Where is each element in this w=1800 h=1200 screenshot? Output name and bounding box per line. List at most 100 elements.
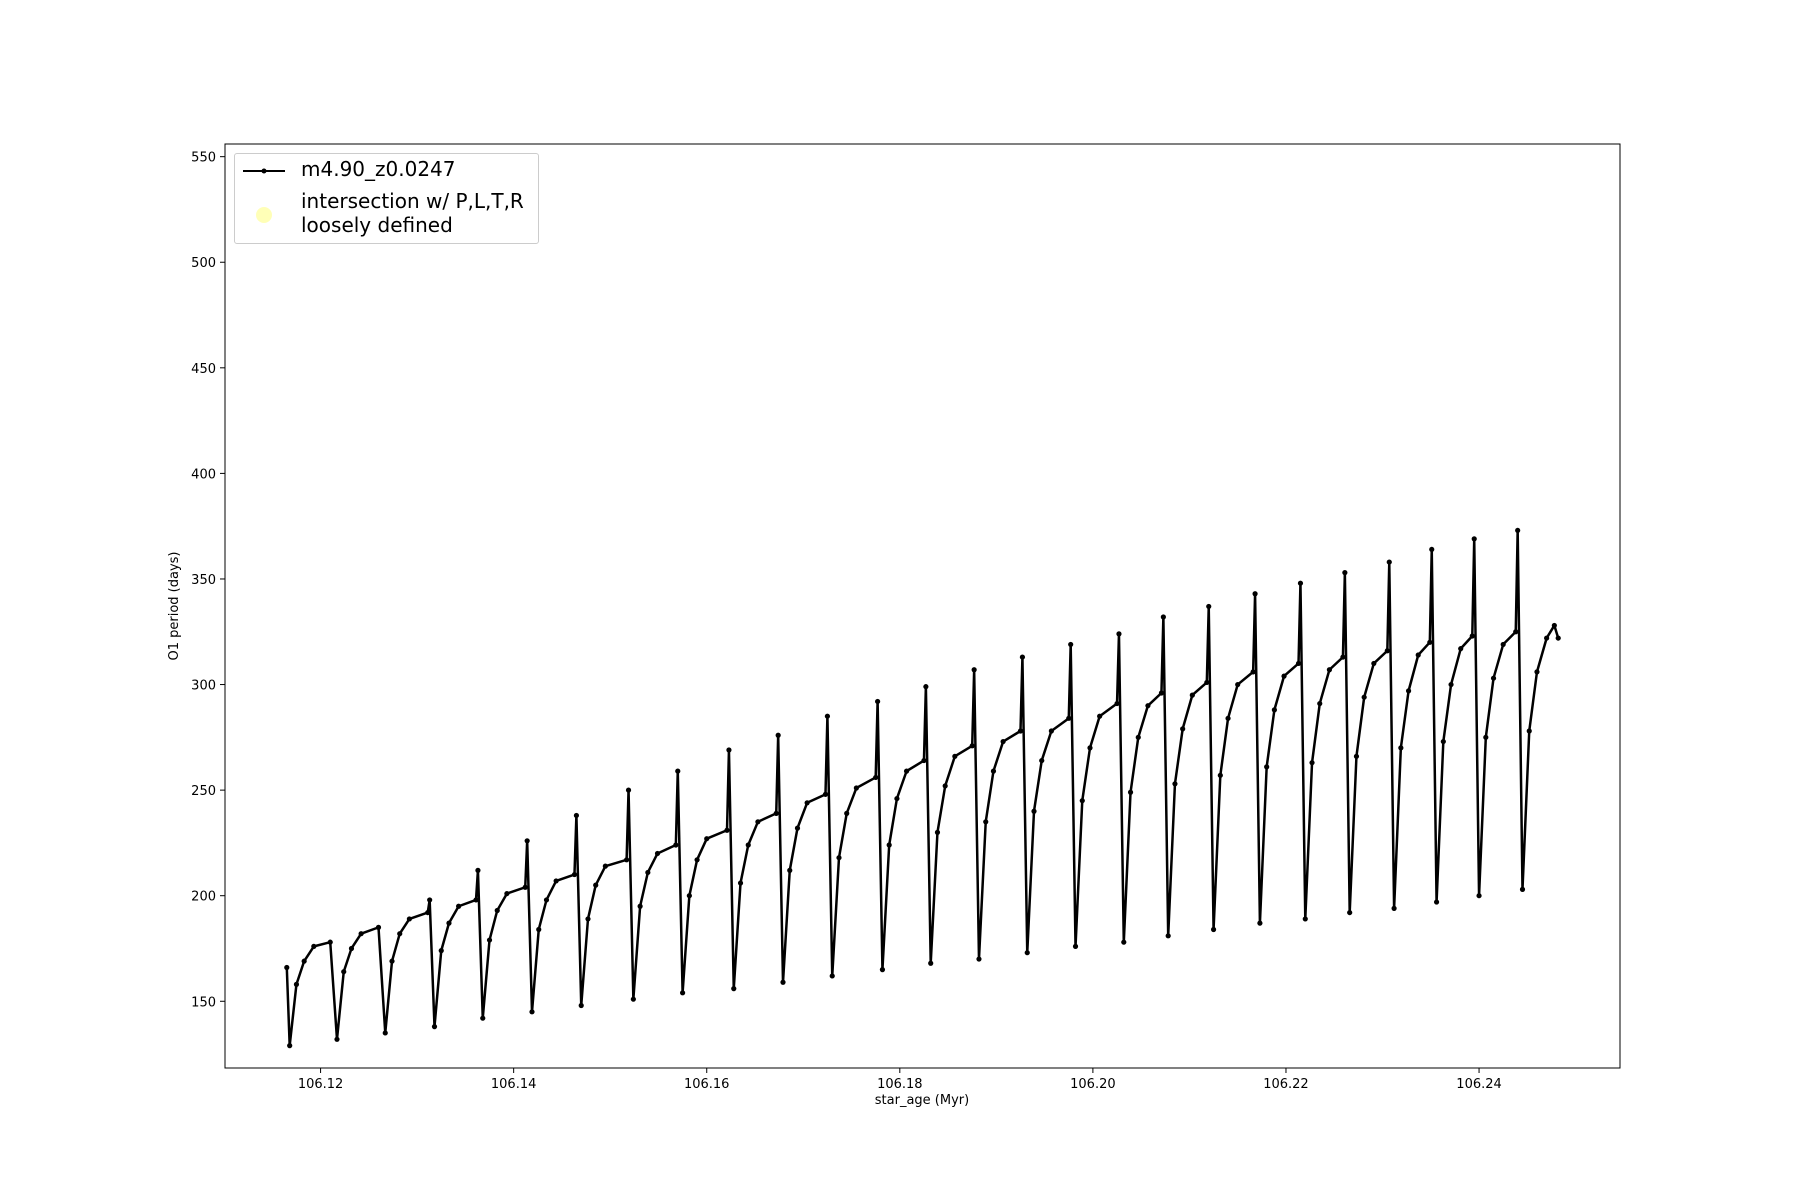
point xyxy=(1116,631,1122,637)
point xyxy=(1440,738,1446,745)
point xyxy=(553,878,559,884)
point xyxy=(1039,757,1045,764)
point xyxy=(473,897,479,903)
point xyxy=(1087,745,1093,751)
point xyxy=(928,960,934,966)
y-tick-label: 150 xyxy=(191,995,216,1010)
series-line xyxy=(285,529,1560,1047)
point xyxy=(1204,679,1210,686)
point xyxy=(952,753,958,759)
point xyxy=(822,791,829,797)
point xyxy=(1295,660,1302,667)
point xyxy=(522,884,528,890)
point xyxy=(1398,745,1404,751)
point xyxy=(1405,688,1412,694)
point xyxy=(1551,622,1557,629)
point xyxy=(886,842,892,848)
point xyxy=(1326,667,1333,673)
x-tick-label: 106.22 xyxy=(1263,1077,1309,1092)
point xyxy=(543,897,550,903)
point xyxy=(773,810,779,816)
point xyxy=(1048,728,1054,734)
point xyxy=(1072,943,1079,949)
point xyxy=(1189,692,1195,698)
point xyxy=(780,979,786,985)
point xyxy=(1097,713,1103,719)
point xyxy=(694,857,700,863)
point xyxy=(1024,950,1030,956)
point xyxy=(942,783,948,789)
point xyxy=(737,880,744,886)
point xyxy=(602,863,608,869)
point xyxy=(1017,728,1024,734)
y-tick-label: 250 xyxy=(191,784,216,799)
point xyxy=(755,819,761,825)
point xyxy=(348,945,355,952)
point xyxy=(1079,798,1085,804)
point xyxy=(1415,652,1421,658)
point xyxy=(983,819,989,825)
point xyxy=(1225,715,1231,721)
point xyxy=(804,800,810,806)
point xyxy=(382,1030,388,1036)
point xyxy=(1172,781,1178,787)
point xyxy=(1490,675,1497,681)
point xyxy=(1158,690,1165,696)
point xyxy=(787,867,793,873)
point xyxy=(287,1043,293,1049)
y-axis-label: O1 period (days) xyxy=(167,551,182,660)
point xyxy=(731,986,737,992)
point xyxy=(425,909,431,916)
point xyxy=(1257,920,1263,926)
point xyxy=(1526,728,1532,734)
point xyxy=(679,990,686,996)
x-tick-label: 106.12 xyxy=(298,1077,344,1092)
point xyxy=(1271,707,1277,713)
point xyxy=(645,869,651,876)
point xyxy=(1302,916,1308,922)
point xyxy=(853,785,859,791)
point xyxy=(1429,546,1435,553)
point xyxy=(1135,734,1141,740)
point xyxy=(1534,669,1540,675)
point xyxy=(879,967,886,973)
point xyxy=(1476,893,1482,899)
point xyxy=(1068,641,1074,648)
point xyxy=(875,698,881,705)
point xyxy=(1427,639,1433,645)
point xyxy=(630,996,636,1002)
point xyxy=(1217,772,1223,778)
point xyxy=(1019,654,1026,660)
y-tick-label: 300 xyxy=(191,679,216,694)
point xyxy=(775,732,781,738)
x-tick-label: 106.16 xyxy=(684,1077,730,1092)
point xyxy=(1114,700,1120,707)
point xyxy=(1353,753,1360,759)
point xyxy=(389,958,395,964)
point xyxy=(456,903,462,909)
point xyxy=(894,795,900,802)
point xyxy=(1031,808,1037,814)
point xyxy=(397,931,403,937)
point xyxy=(1250,669,1256,675)
point xyxy=(971,667,977,673)
point xyxy=(675,768,681,774)
point xyxy=(1347,909,1353,916)
point xyxy=(311,943,317,949)
point xyxy=(624,857,630,863)
point xyxy=(1297,580,1304,586)
point xyxy=(1340,654,1346,660)
point xyxy=(593,882,599,888)
point xyxy=(990,768,997,774)
point xyxy=(438,947,444,954)
point xyxy=(1210,926,1217,933)
x-axis-label: star_age (Myr) xyxy=(875,1093,969,1108)
point xyxy=(301,958,307,964)
point xyxy=(921,757,927,764)
point xyxy=(486,937,493,943)
point xyxy=(844,810,850,816)
point xyxy=(625,787,632,793)
point xyxy=(284,964,290,971)
